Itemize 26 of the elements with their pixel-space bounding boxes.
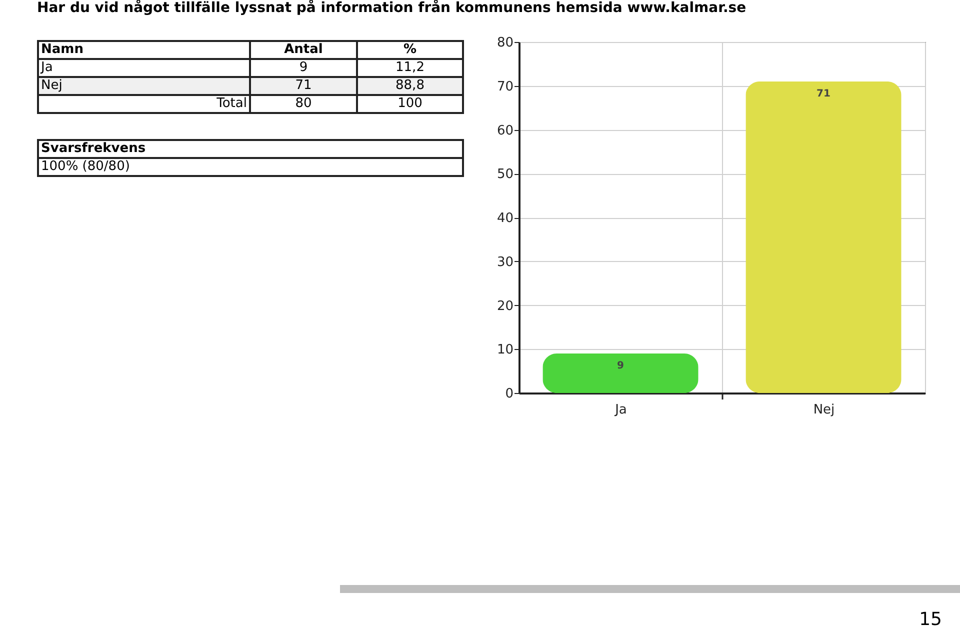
text: 9 [250, 59, 357, 77]
text: Antal [250, 41, 357, 59]
text: 71 [250, 77, 357, 95]
text: 15 [919, 609, 942, 630]
y-tick-label: 70 [496, 79, 514, 94]
data-label: 9 [617, 360, 624, 372]
y-tick-label: 30 [496, 254, 514, 270]
text: Namn [38, 41, 250, 59]
y-tick-label: 20 [496, 298, 514, 314]
text: 100% (80/80) [38, 158, 463, 176]
text: % [357, 41, 463, 59]
text: Svarsfrekvens [38, 140, 463, 158]
y-tick-label: 60 [496, 123, 514, 138]
y-tick-label: 10 [496, 342, 514, 358]
text: 80 [250, 95, 357, 113]
text: 11,2 [357, 59, 463, 77]
text: Nej [38, 77, 250, 95]
data-label: 71 [816, 88, 830, 100]
text: 88,8 [357, 77, 463, 95]
text: 100 [357, 95, 463, 113]
y-tick-label: 50 [496, 167, 514, 182]
y-tick-label: 80 [496, 36, 514, 50]
text: Ja [38, 59, 250, 77]
text: Total [38, 95, 250, 113]
y-tick-label: 40 [496, 211, 514, 226]
y-tick-label: 0 [505, 386, 514, 402]
